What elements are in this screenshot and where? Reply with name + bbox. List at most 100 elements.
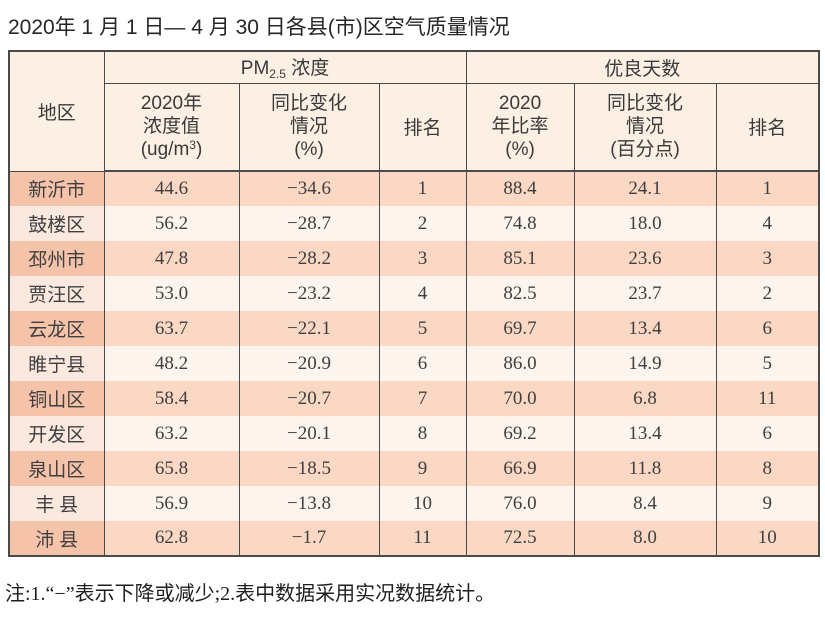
- group-header-pm25: PM2.5 浓度: [103, 51, 467, 84]
- table-row: 邳州市 47.8 −28.2 3 85.1 23.6 3: [8, 241, 820, 276]
- pm-change-cell: −22.1: [238, 311, 380, 346]
- good-rate-cell: 74.8: [465, 206, 575, 241]
- good-rate-cell: 76.0: [465, 486, 575, 521]
- good-rate-cell: 70.0: [465, 381, 575, 416]
- good-change-cell: 14.9: [573, 346, 717, 381]
- page-title: 2020年 1 月 1 日— 4 月 30 日各县(市)区空气质量情况: [8, 16, 510, 39]
- good-rank-cell: 11: [715, 381, 820, 416]
- pm-rank-cell: 10: [378, 486, 467, 521]
- table-row: 铜山区 58.4 −20.7 7 70.0 6.8 11: [8, 381, 820, 416]
- region-cell: 开发区: [8, 416, 105, 451]
- pm-value-unit-pre: (ug/m: [140, 139, 190, 161]
- good-rank-cell: 6: [715, 311, 820, 346]
- good-rate-cell: 86.0: [465, 346, 575, 381]
- pm-value-unit-superscript: 3: [189, 138, 196, 153]
- good-change-cell: 13.4: [573, 416, 717, 451]
- pm-rank-cell: 11: [378, 521, 467, 556]
- pm-value-cell: 65.8: [103, 451, 240, 486]
- pm-rank-cell: 2: [378, 206, 467, 241]
- pm-rank-cell: 8: [378, 416, 467, 451]
- pm-value-cell: 56.9: [103, 486, 240, 521]
- good-rate-line1: 2020: [498, 92, 542, 114]
- table-row: 鼓楼区 56.2 −28.7 2 74.8 18.0 4: [8, 206, 820, 241]
- good-rank-cell: 2: [715, 276, 820, 311]
- region-cell: 泉山区: [8, 451, 105, 486]
- table-row: 泉山区 65.8 −18.5 9 66.9 11.8 8: [8, 451, 820, 486]
- table-header: 地区 PM2.5 浓度 优良天数 2020年 浓度值 (ug/m3) 同比变化 …: [8, 51, 820, 172]
- good-change-cell: 13.4: [573, 311, 717, 346]
- good-rank-cell: 1: [715, 171, 820, 206]
- pm-value-line3: (ug/m3): [105, 138, 239, 161]
- region-cell: 丰 县: [8, 486, 105, 521]
- good-rate-cell: 69.2: [465, 416, 575, 451]
- pm-change-cell: −13.8: [238, 486, 380, 521]
- good-rate-cell: 88.4: [465, 171, 575, 206]
- pm-change-cell: −20.9: [238, 346, 380, 381]
- pm-change-cell: −1.7: [238, 521, 380, 556]
- good-change-cell: 8.0: [573, 521, 717, 556]
- good-rate-cell: 72.5: [465, 521, 575, 556]
- pm-rank-cell: 9: [378, 451, 467, 486]
- table-row: 睢宁县 48.2 −20.9 6 86.0 14.9 5: [8, 346, 820, 381]
- pm-value-unit-post: ): [195, 139, 203, 161]
- good-change-line1: 同比变化: [607, 92, 684, 114]
- group-header-good-days: 优良天数: [465, 51, 820, 84]
- good-rate-cell: 82.5: [465, 276, 575, 311]
- pm-rank-cell: 1: [378, 171, 467, 206]
- pm-change-cell: −20.7: [238, 381, 380, 416]
- table-row: 沛 县 62.8 −1.7 11 72.5 8.0 10: [8, 521, 820, 556]
- pm-value-cell: 53.0: [103, 276, 240, 311]
- column-header-pm-change: 同比变化 情况 (%): [238, 83, 380, 172]
- pm-value-cell: 63.2: [103, 416, 240, 451]
- good-rank-cell: 9: [715, 486, 820, 521]
- pm-value-line2: 浓度值: [142, 116, 200, 138]
- pm-value-cell: 62.8: [103, 521, 240, 556]
- pm-value-cell: 48.2: [103, 346, 240, 381]
- pm-change-line3: (%): [294, 139, 324, 161]
- pm-change-line2: 情况: [289, 116, 328, 138]
- table-row: 开发区 63.2 −20.1 8 69.2 13.4 6: [8, 416, 820, 451]
- good-change-cell: 23.6: [573, 241, 717, 276]
- pm-value-line1: 2020年: [140, 92, 203, 114]
- pm25-subscript: 2.5: [269, 67, 286, 82]
- pm-change-cell: −28.2: [238, 241, 380, 276]
- good-change-cell: 24.1: [573, 171, 717, 206]
- pm25-suffix: 浓度: [285, 58, 330, 80]
- column-header-good-rank: 排名: [715, 83, 820, 172]
- group-header-row: 地区 PM2.5 浓度 优良天数: [8, 51, 820, 172]
- region-cell: 新沂市: [8, 171, 105, 206]
- good-rate-cell: 85.1: [465, 241, 575, 276]
- pm-rank-cell: 3: [378, 241, 467, 276]
- table-body: 新沂市 44.6 −34.6 1 88.4 24.1 1 鼓楼区 56.2 −2…: [8, 171, 820, 556]
- column-header-good-change: 同比变化 情况 (百分点): [573, 83, 717, 172]
- good-rank-cell: 4: [715, 206, 820, 241]
- pm25-prefix: PM: [240, 58, 270, 80]
- good-rank-cell: 6: [715, 416, 820, 451]
- good-change-cell: 6.8: [573, 381, 717, 416]
- column-header-pm-value: 2020年 浓度值 (ug/m3): [103, 83, 240, 172]
- good-rate-cell: 69.7: [465, 311, 575, 346]
- air-quality-table: 地区 PM2.5 浓度 优良天数 2020年 浓度值 (ug/m3) 同比变化 …: [8, 50, 821, 557]
- good-rank-cell: 8: [715, 451, 820, 486]
- good-rate-line3: (%): [505, 139, 535, 161]
- pm-change-line1: 同比变化: [270, 92, 347, 114]
- region-cell: 邳州市: [8, 241, 105, 276]
- region-cell: 沛 县: [8, 521, 105, 556]
- good-rank-cell: 3: [715, 241, 820, 276]
- good-change-cell: 18.0: [573, 206, 717, 241]
- pm-value-cell: 58.4: [103, 381, 240, 416]
- table-row: 新沂市 44.6 −34.6 1 88.4 24.1 1: [8, 171, 820, 206]
- good-change-cell: 8.4: [573, 486, 717, 521]
- good-change-cell: 11.8: [573, 451, 717, 486]
- region-cell: 云龙区: [8, 311, 105, 346]
- pm-value-cell: 56.2: [103, 206, 240, 241]
- pm-change-cell: −18.5: [238, 451, 380, 486]
- pm-change-cell: −20.1: [238, 416, 380, 451]
- good-change-line2: 情况: [626, 116, 665, 138]
- pm-rank-cell: 7: [378, 381, 467, 416]
- pm-value-cell: 63.7: [103, 311, 240, 346]
- column-header-pm-rank: 排名: [378, 83, 467, 172]
- footnote: 注:1.“−”表示下降或减少;2.表中数据采用实况数据统计。: [5, 583, 496, 605]
- region-cell: 睢宁县: [8, 346, 105, 381]
- pm-change-cell: −23.2: [238, 276, 380, 311]
